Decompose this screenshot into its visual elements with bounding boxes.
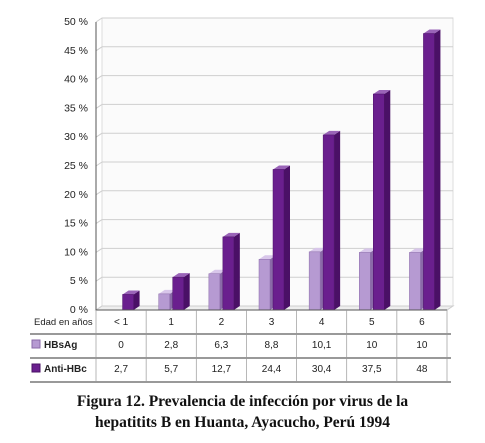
bar-antihbc-5 <box>373 90 391 311</box>
y-tick-label: 15 % <box>64 218 88 230</box>
y-tick-label: 35 % <box>64 102 88 114</box>
data-label-hbsag: 10 <box>366 340 378 351</box>
bar-antihbc-4 <box>322 130 341 311</box>
x-axis-label: Edad en años <box>34 317 93 328</box>
data-label-hbsag: 6,3 <box>214 340 228 351</box>
x-tick-label: 6 <box>419 317 425 328</box>
gridline-depth <box>95 161 103 167</box>
data-label-antihbc: 37,5 <box>362 364 382 375</box>
prevalence-bar-chart: 0 %5 %10 %15 %20 %25 %30 %35 %40 %45 %50… <box>30 16 455 383</box>
y-tick-label: 10 % <box>64 246 88 258</box>
x-tick-label: < 1 <box>114 317 129 328</box>
data-label-hbsag: 0 <box>118 340 124 351</box>
data-label-hbsag: 10 <box>416 340 428 351</box>
gridline-depth <box>95 132 103 138</box>
data-label-hbsag: 2,8 <box>164 340 178 351</box>
figure-caption-line-2: hepatitits B en Huanta, Ayacucho, Perú 1… <box>94 414 391 431</box>
y-tick-label: 50 % <box>64 16 88 28</box>
data-label-antihbc: 2,7 <box>114 364 128 375</box>
gridline-depth <box>95 103 103 109</box>
data-label-hbsag: 10,1 <box>312 340 332 351</box>
data-label-hbsag: 8,8 <box>265 340 279 351</box>
y-tick-label: 25 % <box>64 160 88 172</box>
x-tick-label: 3 <box>269 317 275 328</box>
figure-caption-line-1: Figura 12. Prevalencia de infección por … <box>76 393 409 410</box>
x-tick-label: 2 <box>219 317 225 328</box>
gridline-depth <box>95 75 103 81</box>
legend-swatch-antihbc <box>31 363 41 373</box>
y-tick-label: 40 % <box>64 74 88 86</box>
y-tick-label: 0 % <box>70 304 88 316</box>
x-tick-label: 4 <box>319 317 325 328</box>
gridline-depth <box>95 46 103 52</box>
legend-label-antihbc: Anti-HBc <box>44 364 87 375</box>
y-tick-label: 20 % <box>64 189 88 201</box>
data-label-antihbc: 30,4 <box>312 364 332 375</box>
y-tick-label: 30 % <box>64 131 88 143</box>
data-label-antihbc: 5,7 <box>164 364 178 375</box>
bar-antihbc-1 <box>172 273 190 311</box>
gridline-depth <box>95 219 103 225</box>
bar-antihbc-3 <box>272 165 290 311</box>
gridline-depth <box>95 305 103 311</box>
gridline-depth <box>95 276 103 282</box>
bar-antihbc-0 <box>122 290 140 311</box>
legend-label-hbsag: HBsAg <box>44 340 77 351</box>
data-label-antihbc: 24,4 <box>262 364 282 375</box>
data-label-antihbc: 12,7 <box>212 364 232 375</box>
bar-antihbc-2 <box>222 232 240 311</box>
y-tick-label: 5 % <box>70 275 88 287</box>
bar-antihbc-6 <box>423 29 441 311</box>
x-tick-label: 5 <box>369 317 375 328</box>
y-tick-label: 45 % <box>64 45 88 57</box>
data-label-antihbc: 48 <box>416 364 428 375</box>
gridline-depth <box>95 17 103 23</box>
gridline-depth <box>95 247 103 253</box>
x-tick-label: 1 <box>168 317 174 328</box>
gridline-depth <box>95 190 103 196</box>
legend-swatch-hbsag <box>31 339 41 349</box>
